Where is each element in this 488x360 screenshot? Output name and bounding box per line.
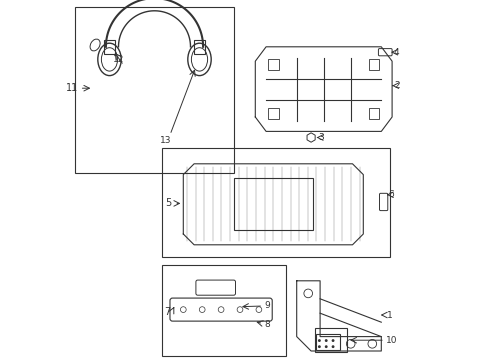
Text: 1: 1 [386,310,392,320]
Text: 9: 9 [264,301,269,310]
Text: 12: 12 [113,55,124,64]
Bar [194,40,204,54]
Bar [368,59,379,70]
Text: 4: 4 [393,48,399,57]
Text: 6: 6 [387,190,393,199]
Text: 13: 13 [160,136,171,145]
Circle shape [317,345,320,348]
Bar [314,328,346,352]
Text: 10: 10 [385,336,396,345]
Circle shape [324,339,327,342]
Text: 8: 8 [264,320,269,329]
Bar [267,108,278,119]
Text: 2: 2 [393,81,399,90]
Bar [368,108,379,119]
Circle shape [317,339,320,342]
Text: 3: 3 [318,133,324,142]
Bar [75,7,233,173]
Text: 11: 11 [66,83,79,93]
Bar [104,40,115,54]
Text: 5: 5 [165,198,171,208]
Bar [267,59,278,70]
Bar [233,178,312,230]
Circle shape [324,345,327,348]
Circle shape [331,339,334,342]
Text: 7: 7 [164,307,170,317]
Circle shape [331,345,334,348]
Bar [162,265,285,356]
Bar [162,148,389,257]
Bar [316,334,339,350]
